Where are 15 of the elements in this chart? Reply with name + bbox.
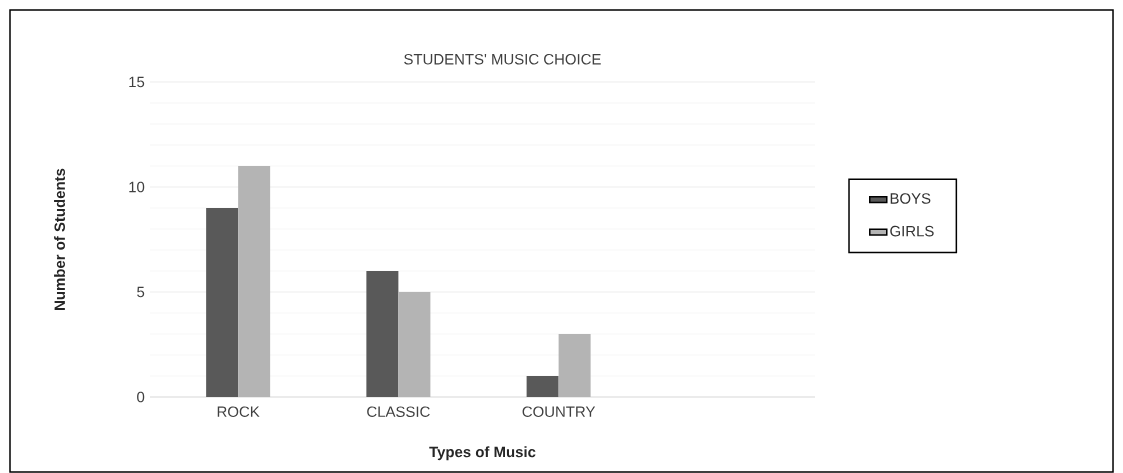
bar <box>366 271 399 397</box>
legend-label: GIRLS <box>890 225 934 237</box>
x-tick-label: CLASSIC <box>367 406 430 418</box>
x-axis-title: Types of Music <box>429 446 536 461</box>
y-axis-title: Number of Students <box>54 168 66 310</box>
chart-title: STUDENTS' MUSIC CHOICE <box>404 53 601 65</box>
y-tick-label: 15 <box>129 76 145 88</box>
legend-label: BOYS <box>890 193 931 204</box>
x-tick-label: ROCK <box>217 406 260 418</box>
x-tick-label: COUNTRY <box>522 406 596 418</box>
bar <box>526 376 559 397</box>
y-tick-label: 10 <box>129 181 145 193</box>
y-tick-label: 0 <box>137 391 145 403</box>
y-tick-label: 5 <box>137 286 145 298</box>
bar <box>206 208 239 397</box>
